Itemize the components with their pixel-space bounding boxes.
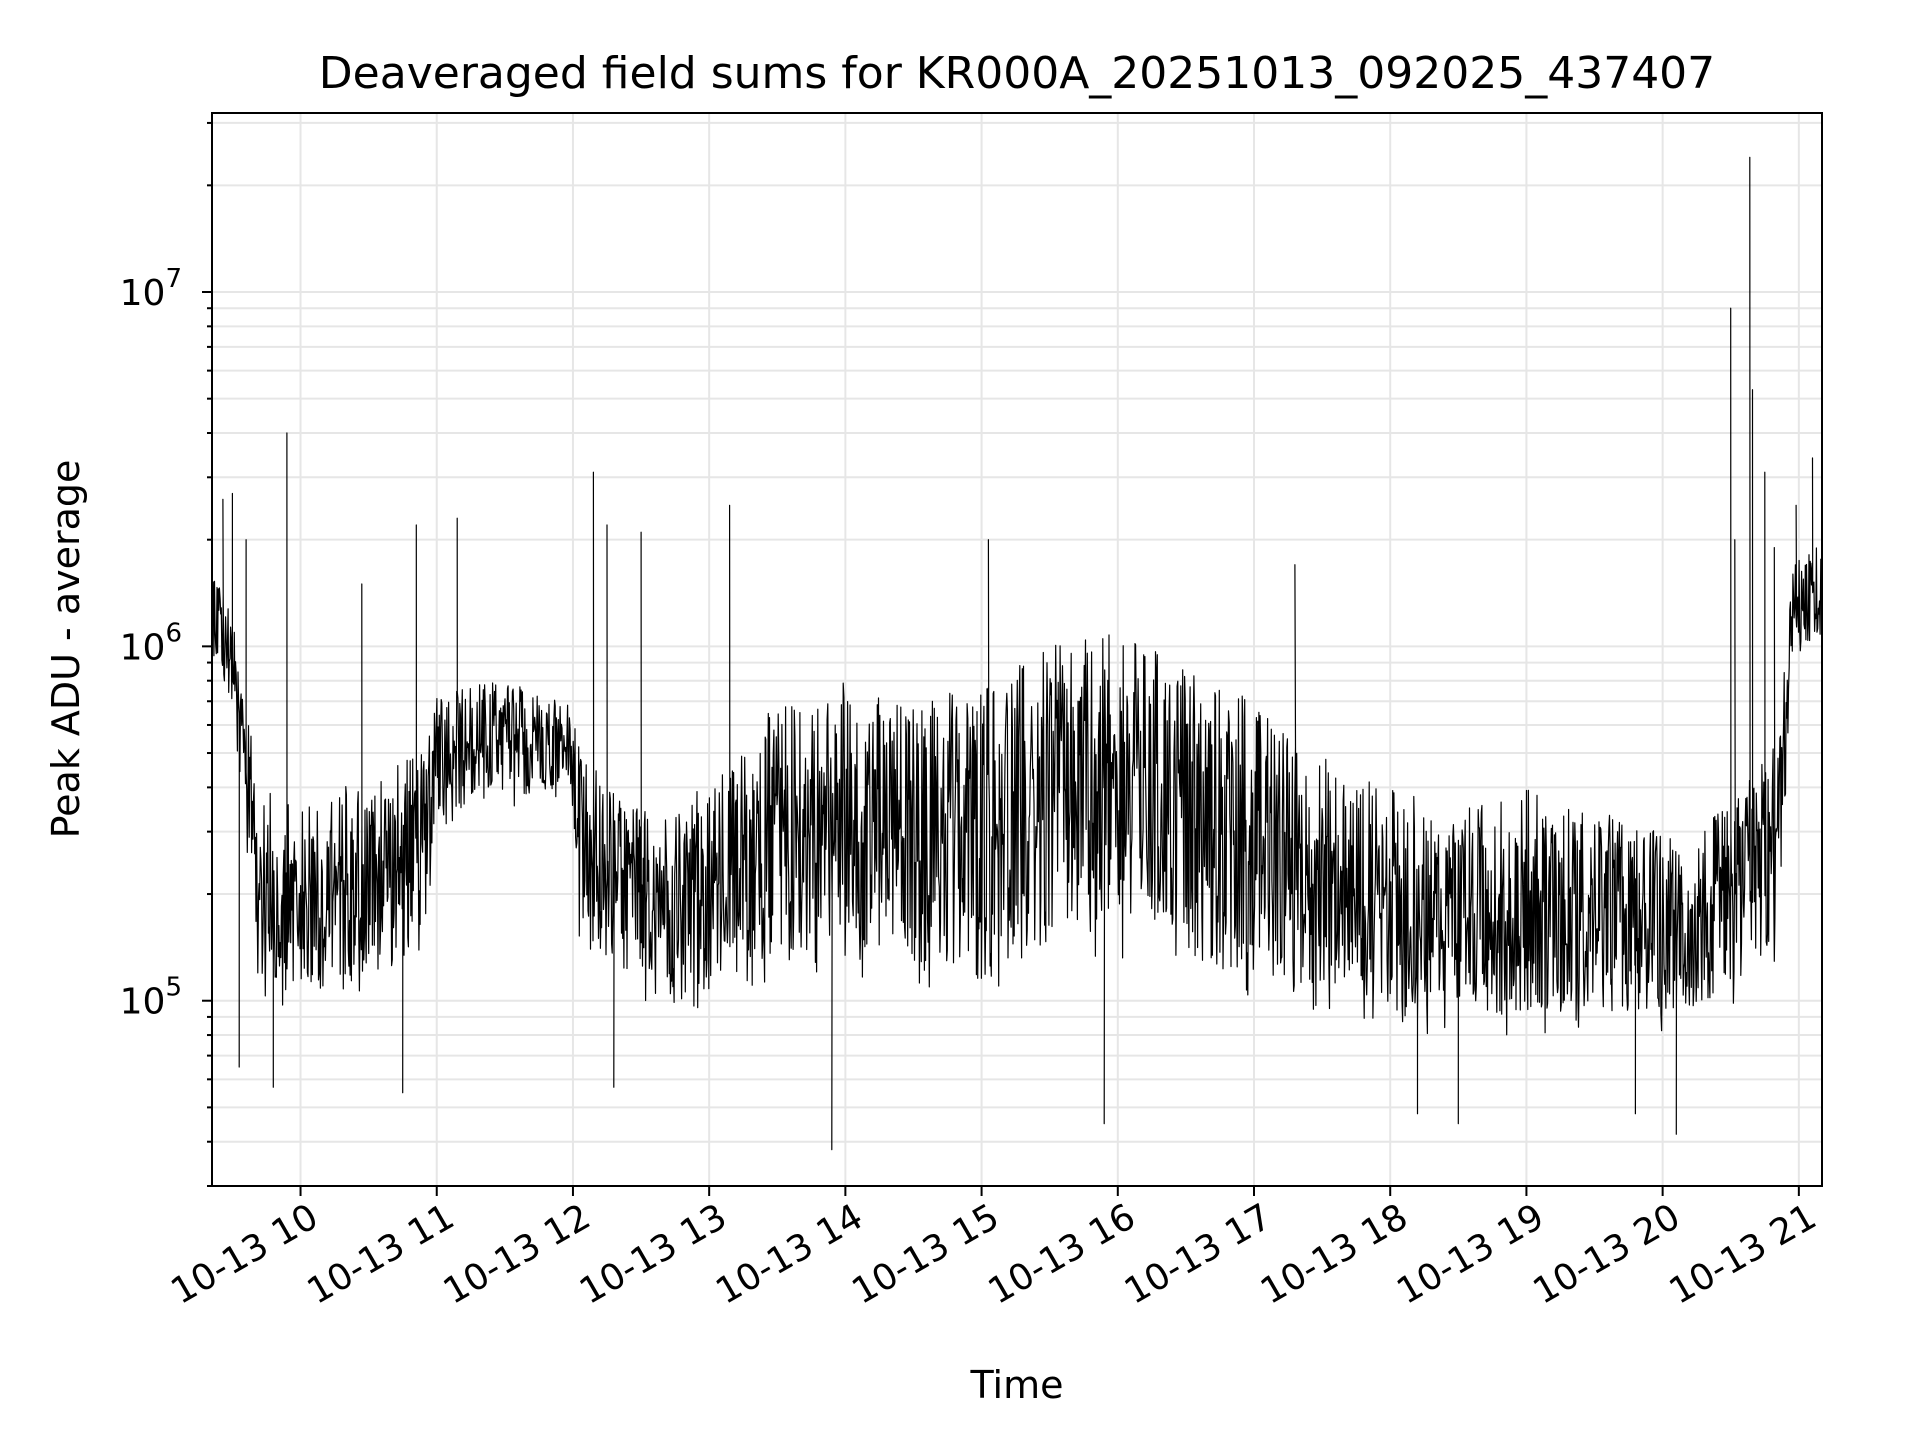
plot-frame <box>211 112 1823 1187</box>
y-axis-label: Peak ADU - average <box>44 460 88 839</box>
x-axis-label: Time <box>970 1363 1064 1407</box>
y-axis: 105 106 107 <box>120 121 212 1187</box>
chart-title: Deaveraged field sums for KR000A_2025101… <box>319 48 1715 99</box>
plot-area <box>211 112 1823 1187</box>
series-path <box>211 156 1823 1151</box>
y-tick-label: 105 <box>120 973 182 1023</box>
y-tick-label: 107 <box>120 264 182 314</box>
y-tick-label: 106 <box>120 618 182 668</box>
series-line <box>211 156 1823 1151</box>
